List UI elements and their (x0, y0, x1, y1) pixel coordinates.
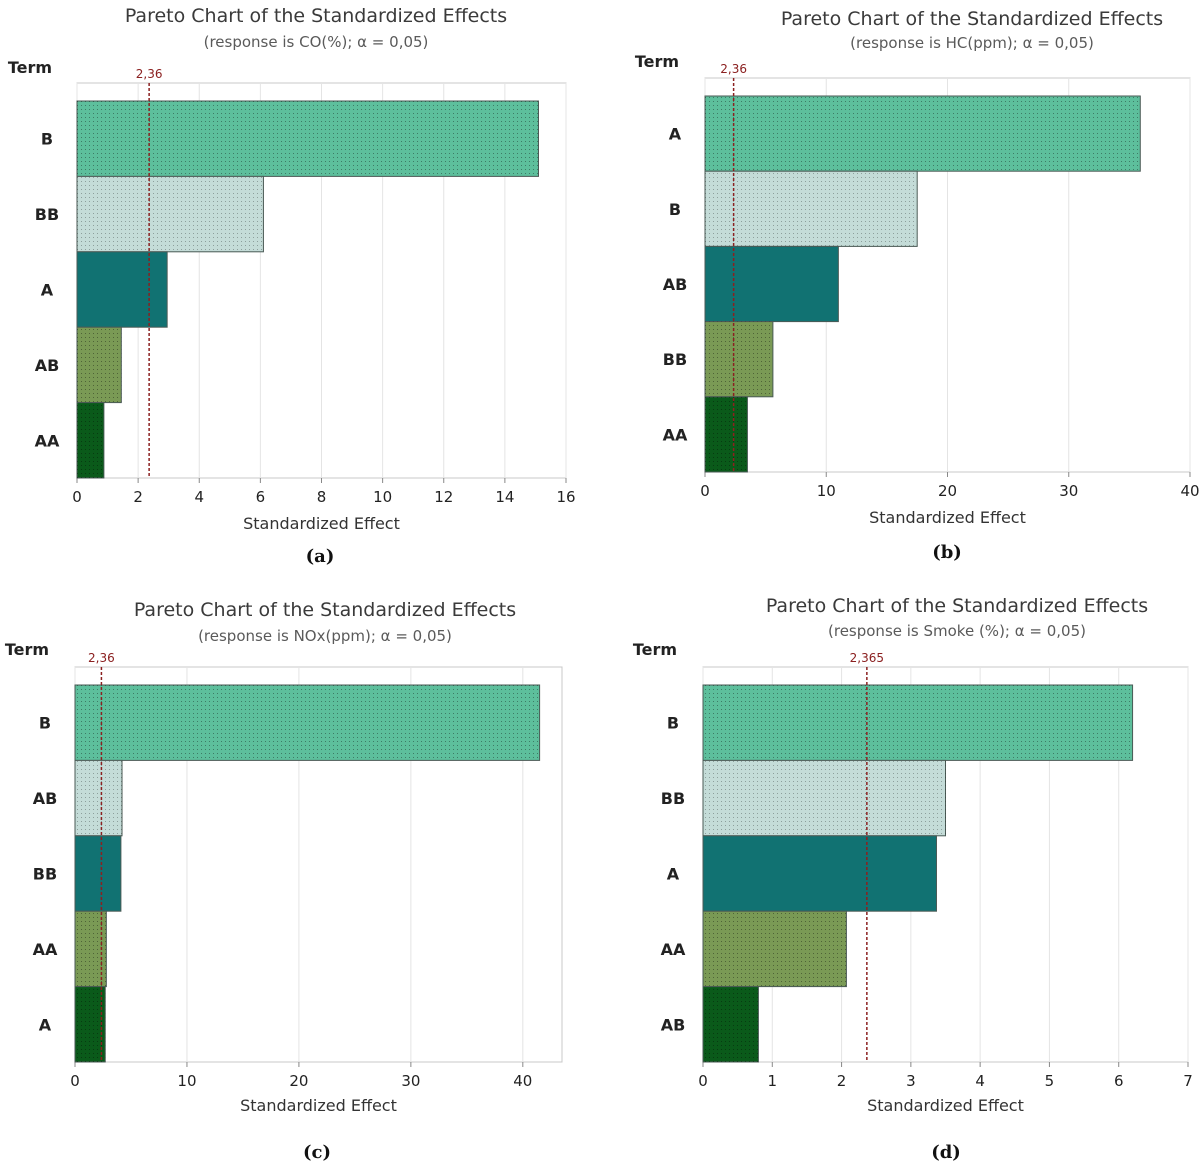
bar-texture (705, 321, 773, 397)
y-category-label: A (667, 865, 680, 884)
y-category-label: AA (663, 425, 688, 444)
y-category-label: BB (33, 865, 57, 884)
critical-value-label: 2,36 (720, 62, 747, 76)
pareto-chart-panel-a: Pareto Chart of the Standardized Effects… (8, 5, 576, 567)
panel-label: (d) (931, 1142, 961, 1163)
x-tick-label: 30 (401, 1072, 420, 1090)
x-tick-label: 2 (837, 1072, 847, 1090)
pareto-chart-panel-c: Pareto Chart of the Standardized Effects… (5, 599, 563, 1163)
y-category-label: AB (33, 789, 58, 808)
bar-texture (705, 171, 918, 247)
y-category-label: A (669, 125, 682, 144)
critical-value-label: 2,36 (136, 67, 163, 81)
pareto-chart-panel-b: Pareto Chart of the Standardized Effects… (635, 8, 1200, 563)
x-tick-label: 0 (698, 1072, 708, 1090)
x-tick-label: 12 (434, 488, 453, 506)
x-axis-title: Standardized Effect (240, 1096, 397, 1115)
y-category-label: AB (661, 1015, 686, 1034)
x-tick-label: 4 (194, 488, 204, 506)
bar-texture (703, 986, 759, 1062)
bar-texture (77, 176, 264, 252)
bar-a (76, 251, 168, 328)
y-category-label: BB (35, 205, 59, 224)
x-tick-label: 7 (1183, 1072, 1193, 1090)
x-tick-label: 20 (938, 482, 957, 500)
x-tick-label: 30 (1059, 482, 1078, 500)
x-tick-label: 10 (373, 488, 392, 506)
bar-texture (75, 986, 106, 1062)
bar-texture (75, 760, 123, 836)
chart-subtitle: (response is HC(ppm); α = 0,05) (850, 34, 1094, 52)
y-category-label: B (667, 714, 679, 733)
y-category-label: BB (661, 789, 685, 808)
x-tick-label: 10 (177, 1072, 196, 1090)
chart-title: Pareto Chart of the Standardized Effects (134, 599, 516, 621)
bar-texture (705, 396, 748, 472)
bar-bb (74, 835, 122, 912)
chart-subtitle: (response is NOx(ppm); α = 0,05) (198, 627, 452, 645)
bar-texture (77, 402, 104, 478)
y-category-label: AA (33, 940, 58, 959)
y-category-label: B (39, 714, 51, 733)
chart-title: Pareto Chart of the Standardized Effects (125, 5, 507, 27)
bar-texture (705, 96, 1141, 172)
critical-value-label: 2,365 (850, 651, 884, 665)
term-axis-label: Term (8, 58, 52, 77)
term-axis-label: Term (635, 52, 679, 71)
x-tick-label: 2 (133, 488, 143, 506)
x-tick-label: 0 (700, 482, 710, 500)
x-tick-label: 6 (1114, 1072, 1124, 1090)
x-tick-label: 16 (556, 488, 575, 506)
x-tick-label: 40 (1180, 482, 1199, 500)
x-tick-label: 0 (72, 488, 82, 506)
x-tick-label: 20 (289, 1072, 308, 1090)
bar-texture (77, 101, 539, 177)
bar-ab (704, 245, 839, 323)
x-tick-label: 6 (256, 488, 266, 506)
chart-subtitle: (response is Smoke (%); α = 0,05) (828, 622, 1086, 640)
x-tick-label: 4 (975, 1072, 985, 1090)
y-category-label: AA (35, 431, 60, 450)
chart-title: Pareto Chart of the Standardized Effects (781, 8, 1163, 30)
x-tick-label: 14 (495, 488, 514, 506)
y-category-label: A (41, 281, 54, 300)
x-axis-title: Standardized Effect (867, 1096, 1024, 1115)
bar-texture (75, 685, 540, 761)
y-category-label: A (39, 1015, 52, 1034)
bar-texture (703, 911, 847, 987)
term-axis-label: Term (633, 640, 677, 659)
x-tick-label: 8 (317, 488, 327, 506)
y-category-label: AB (35, 356, 60, 375)
panel-label: (c) (303, 1142, 331, 1163)
chart-title: Pareto Chart of the Standardized Effects (766, 595, 1148, 617)
x-tick-label: 0 (70, 1072, 80, 1090)
panel-label: (b) (932, 542, 962, 563)
x-tick-label: 3 (906, 1072, 916, 1090)
x-tick-label: 1 (768, 1072, 778, 1090)
chart-subtitle: (response is CO(%); α = 0,05) (204, 33, 429, 51)
pareto-chart-panel-d: Pareto Chart of the Standardized Effects… (633, 595, 1193, 1163)
bar-texture (703, 760, 946, 836)
y-category-label: AA (661, 940, 686, 959)
bar-texture (77, 327, 122, 403)
y-category-label: AB (663, 275, 688, 294)
x-tick-label: 5 (1045, 1072, 1055, 1090)
critical-value-label: 2,36 (88, 651, 115, 665)
y-category-label: B (41, 130, 53, 149)
y-category-label: BB (663, 350, 687, 369)
x-axis-title: Standardized Effect (243, 514, 400, 533)
x-tick-label: 10 (817, 482, 836, 500)
bar-a (702, 835, 937, 912)
y-category-label: B (669, 200, 681, 219)
x-tick-label: 40 (513, 1072, 532, 1090)
term-axis-label: Term (5, 640, 49, 659)
panel-label: (a) (306, 546, 335, 567)
x-axis-title: Standardized Effect (869, 508, 1026, 527)
bar-texture (703, 685, 1133, 761)
